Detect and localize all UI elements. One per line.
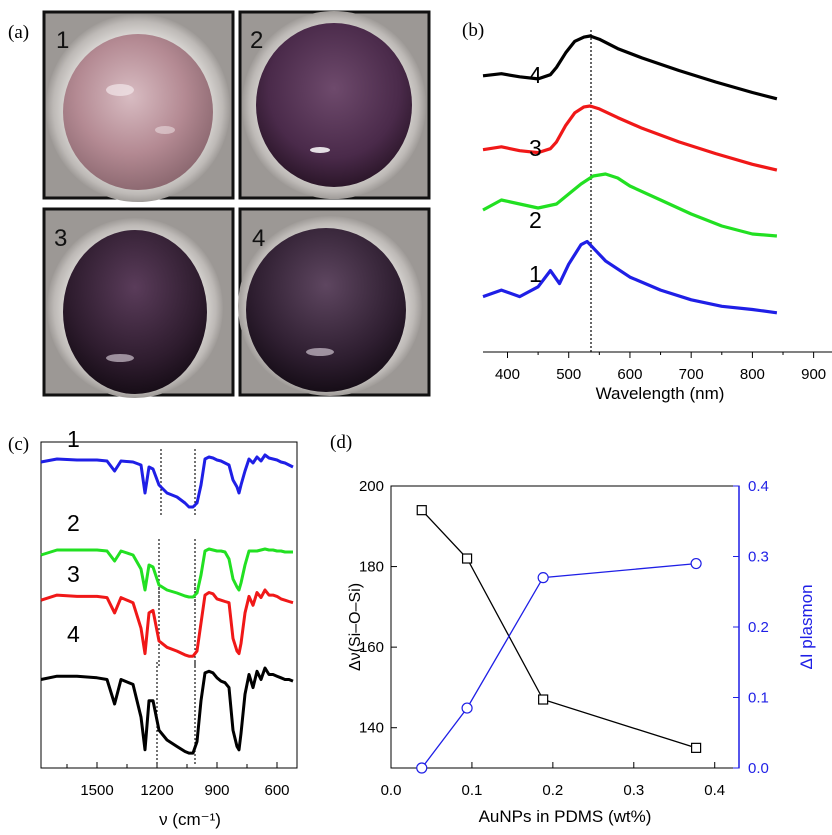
panel-d-x-tick-label: 0.4 xyxy=(704,782,725,799)
panel-label-b: (b) xyxy=(462,20,484,41)
panel-c-series-2 xyxy=(40,547,293,599)
panel-b-series-label-4: 4 xyxy=(529,62,542,88)
panel-c-series-label-1: 1 xyxy=(67,426,80,452)
panel-d-y-label-right: ΔI plasmon xyxy=(797,584,816,669)
panel-d-series xyxy=(416,505,702,774)
photo-number-3: 3 xyxy=(54,225,67,252)
panel-d-point-left xyxy=(461,553,473,564)
panel-d-point-right xyxy=(416,762,428,774)
photo-4: 4 xyxy=(238,207,431,397)
panel-d-ticks: 0.0 0.1 0.2 0.3 0.4 140 160 180 200 0.0 0.1 0.2 0.3 0… xyxy=(359,478,769,799)
panel-d-y-tick-label-left: 140 xyxy=(359,720,384,737)
panel-d-x-tick-label: 0.2 xyxy=(542,782,563,799)
panel-c-series-4 xyxy=(40,666,294,755)
panel-b-series xyxy=(482,34,778,315)
panel-d-y-tick-label-left: 160 xyxy=(359,639,384,656)
panel-c-x-tick-label: 1200 xyxy=(140,782,173,799)
panel-c-x-ticks: 1500 1200 900 600 xyxy=(66,762,290,799)
panel-b-series-1 xyxy=(482,239,778,315)
panel-d-point-right xyxy=(537,572,549,584)
panel-d-x-tick-label: 0.3 xyxy=(623,782,644,799)
photo-1: 1 xyxy=(42,10,235,202)
panel-d-point-left xyxy=(538,694,549,705)
panel-d-x-tick-label: 0.1 xyxy=(462,782,483,799)
panel-b-series-4 xyxy=(482,34,778,101)
panel-b-series-label-3: 3 xyxy=(529,135,542,161)
panel-b-x-tick-label: 400 xyxy=(495,366,520,383)
photo-number-4: 4 xyxy=(252,225,265,252)
photo-number-1: 1 xyxy=(56,27,69,54)
panel-d-point-left xyxy=(691,742,702,753)
panel-c-markers xyxy=(156,449,196,764)
panel-label-d: (d) xyxy=(330,432,352,453)
panel-c-x-tick-label: 600 xyxy=(264,782,289,799)
panel-b-x-tick-label: 900 xyxy=(801,366,826,383)
panel-b-series-label-1: 1 xyxy=(529,261,542,287)
panel-d-point-right xyxy=(690,557,702,570)
photo-number-2: 2 xyxy=(250,27,263,54)
panel-label-a: (a) xyxy=(8,22,29,43)
photo-2: 2 xyxy=(238,10,431,200)
panel-c-series xyxy=(40,453,294,755)
panel-b-x-tick-label: 600 xyxy=(617,366,642,383)
panel-d-y-tick-label-left: 180 xyxy=(359,559,384,576)
panel-d: (d) 0.0 0.1 0.2 0.3 0.4 140 160 180 200 0.0 0.1 0.2… xyxy=(330,432,816,826)
panel-d-series-line-left xyxy=(421,509,697,749)
panel-d-y-tick-label-right: 0.3 xyxy=(748,549,769,566)
panel-b-x-label: Wavelength (nm) xyxy=(596,384,725,403)
photo-3: 3 xyxy=(42,207,235,398)
panel-d-frame xyxy=(390,485,740,769)
panel-b: (b) 400 500 600 700 800 900 4 3 2 1 Wavelengt… xyxy=(462,20,832,403)
panel-label-c: (c) xyxy=(8,434,29,455)
panel-d-y-tick-label-right: 0.0 xyxy=(748,760,769,777)
panel-a: (a) xyxy=(8,10,431,398)
panel-d-point-left xyxy=(416,505,427,516)
panel-d-x-label: AuNPs in PDMS (wt%) xyxy=(479,807,652,826)
panel-b-series-3 xyxy=(482,104,778,172)
panel-b-x-tick-label: 700 xyxy=(679,366,704,383)
panel-d-x-tick-label: 0.0 xyxy=(381,782,402,799)
panel-b-series-2 xyxy=(482,172,778,238)
panel-c: (c) 1500 1200 900 600 1 2 3 4 ν (cm⁻¹) xyxy=(8,426,298,829)
panel-c-series-label-4: 4 xyxy=(67,621,80,647)
panel-b-series-label-2: 2 xyxy=(529,207,542,233)
panel-c-series-label-2: 2 xyxy=(67,510,80,536)
panel-d-y-tick-label-right: 0.2 xyxy=(748,619,769,636)
panel-d-series-line-right xyxy=(421,562,697,769)
panel-c-x-label: ν (cm⁻¹) xyxy=(159,810,221,829)
panel-b-x-tick-label: 800 xyxy=(740,366,765,383)
panel-c-series-3 xyxy=(40,588,294,658)
panel-c-frame xyxy=(40,441,298,769)
panel-c-series-label-3: 3 xyxy=(67,561,80,587)
panel-c-x-tick-label: 1500 xyxy=(80,782,113,799)
panel-d-y-tick-label-right: 0.4 xyxy=(748,478,769,495)
panel-d-y-label-left: Δν(Si–O–Si) xyxy=(347,583,364,671)
panel-d-point-right xyxy=(461,702,473,714)
panel-d-y-tick-label-right: 0.1 xyxy=(748,690,769,707)
panel-c-x-tick-label: 900 xyxy=(204,782,229,799)
panel-c-series-1 xyxy=(40,453,294,509)
panel-b-x-ticks: 400 500 600 700 800 900 xyxy=(495,352,826,383)
panel-b-x-tick-label: 500 xyxy=(556,366,581,383)
panel-d-y-tick-label-left: 200 xyxy=(359,478,384,495)
